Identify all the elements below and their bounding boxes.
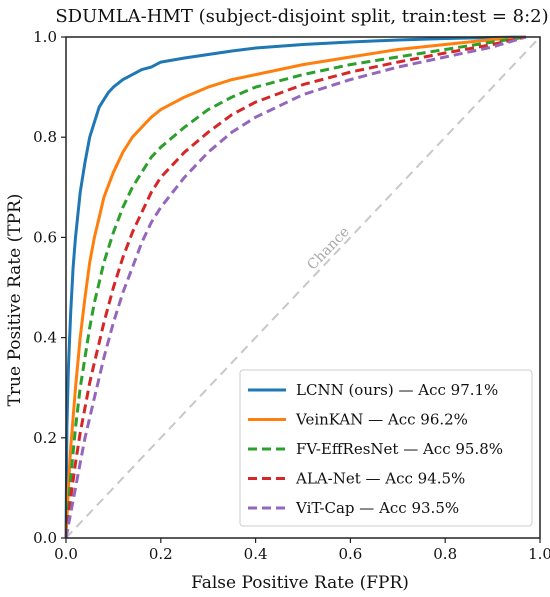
y-tick-label: 1.0 [33,28,57,46]
chance-label: Chance [304,224,352,273]
y-tick-label: 0.2 [33,429,57,447]
y-tick-label: 0.8 [33,128,57,146]
roc-line-3 [64,35,527,539]
roc-line-5 [64,35,527,539]
x-axis-label: False Positive Rate (FPR) [191,573,409,593]
roc-line-2 [64,35,526,539]
axis-ticks: 0.0 0.2 0.4 0.6 0.8 1.0 0.0 0.2 0.4 0.6 0.8 1.0 [33,28,550,563]
x-tick-label: 0.0 [54,545,78,563]
x-tick-label: 0.4 [244,545,268,563]
legend-entry-label: VeinKAN — Acc 96.2% [295,411,468,429]
legend-box [239,369,533,527]
roc-line-1 [64,35,526,539]
plot-area: Chance 0.0 0.2 0.4 0.6 0.8 1.0 0.0 0.2 0.4 0.6 0.8… [33,28,550,563]
roc-line-4 [64,35,527,539]
x-tick-label: 1.0 [528,545,550,563]
x-tick-label: 0.8 [433,545,457,563]
series-layer [64,35,527,539]
legend-entry-label: ViT-Cap — Acc 93.5% [295,499,459,517]
legend-entry-label: ALA-Net — Acc 94.5% [295,470,465,488]
x-tick-label: 0.2 [149,545,173,563]
x-tick-label: 0.6 [338,545,362,563]
chance-line [65,36,541,539]
plot-frame [65,36,541,539]
legend: LCNN (ours) — Acc 97.1% VeinKAN — Acc 96.… [239,369,533,527]
legend-entry-label: LCNN (ours) — Acc 97.1% [296,381,498,399]
chart-title: SDUMLA-HMT (subject-disjoint split, trai… [55,6,548,27]
y-tick-label: 0.4 [33,329,57,347]
legend-entry-label: FV-EffResNet — Acc 95.8% [296,440,503,458]
y-axis-label: True Positive Rate (TPR) [5,194,25,407]
y-tick-label: 0.6 [33,228,57,246]
y-tick-label: 0.0 [33,529,57,547]
